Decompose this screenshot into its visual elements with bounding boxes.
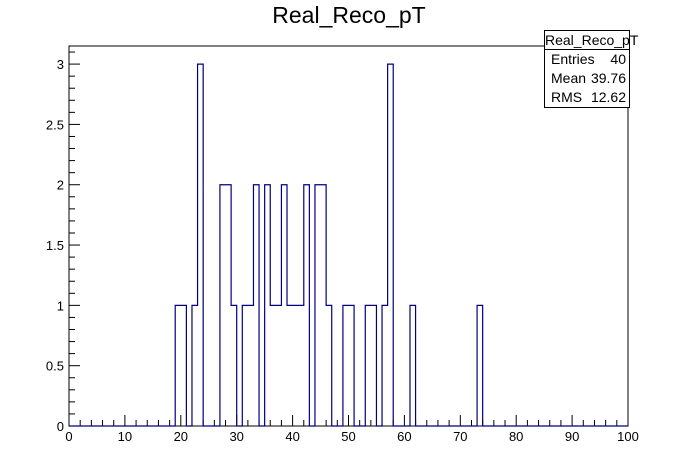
histogram-bar [281, 185, 287, 426]
histogram-bar [343, 305, 354, 426]
histogram-bar [231, 305, 237, 426]
stats-row-entries: Entries 40 [545, 50, 629, 69]
stats-box: Real_Reco_pT Entries 40 Mean 39.76 RMS 1… [544, 30, 639, 108]
histogram-bar [382, 305, 388, 426]
histogram-bar [242, 305, 253, 426]
x-tick-label: 80 [509, 429, 523, 444]
y-tick-label: 0.5 [46, 359, 64, 374]
y-tick-label: 3 [57, 57, 64, 72]
histogram-bar [410, 305, 416, 426]
histogram-bar [315, 185, 326, 426]
x-tick-label: 30 [229, 429, 243, 444]
x-tick-label: 100 [617, 429, 639, 444]
histogram-bar [192, 305, 198, 426]
x-tick-label: 50 [341, 429, 355, 444]
x-tick-label: 60 [397, 429, 411, 444]
y-tick-label: 2 [57, 178, 64, 193]
x-tick-label: 10 [118, 429, 132, 444]
histogram-bar [220, 185, 231, 426]
histogram-bar [326, 305, 332, 426]
histogram-bar [265, 185, 271, 426]
stats-mean-value: 39.76 [590, 70, 626, 86]
stats-entries-label: Entries [551, 51, 595, 67]
stats-box-title: Real_Reco_pT [545, 32, 639, 50]
histogram-bar [270, 305, 281, 426]
histogram-bar [253, 185, 259, 426]
x-tick-label: 70 [453, 429, 467, 444]
x-tick-label: 0 [65, 429, 72, 444]
x-tick-label: 90 [565, 429, 579, 444]
stats-row-rms: RMS 12.62 [545, 88, 629, 107]
stats-row-mean: Mean 39.76 [545, 69, 629, 88]
histogram-series [69, 63, 628, 427]
histogram-bar [287, 305, 304, 426]
histogram-outline [69, 63, 628, 427]
histogram-bar [388, 64, 394, 426]
y-tick-label: 1.5 [46, 238, 64, 253]
stats-rms-label: RMS [551, 89, 583, 105]
y-tick-label: 2.5 [46, 117, 64, 132]
x-tick-label: 20 [174, 429, 188, 444]
histogram-bar [198, 64, 204, 426]
histogram-bar [304, 185, 310, 426]
stats-rms-value: 12.62 [590, 89, 626, 105]
y-tick-label: 1 [57, 298, 64, 313]
stats-mean-label: Mean [551, 70, 587, 86]
axes-group: 0 10 20 30 40 50 60 70 80 90 100 0 0.5 1 1.5 2 2.5 3 [46, 45, 639, 444]
histogram-bar [175, 305, 186, 426]
histogram-bar [365, 305, 376, 426]
y-tick-label: 0 [57, 419, 64, 434]
histogram-bar [477, 305, 483, 426]
x-tick-label: 40 [285, 429, 299, 444]
chart-title: Real_Reco_pT [272, 2, 426, 28]
stats-entries-value: 40 [610, 51, 626, 67]
